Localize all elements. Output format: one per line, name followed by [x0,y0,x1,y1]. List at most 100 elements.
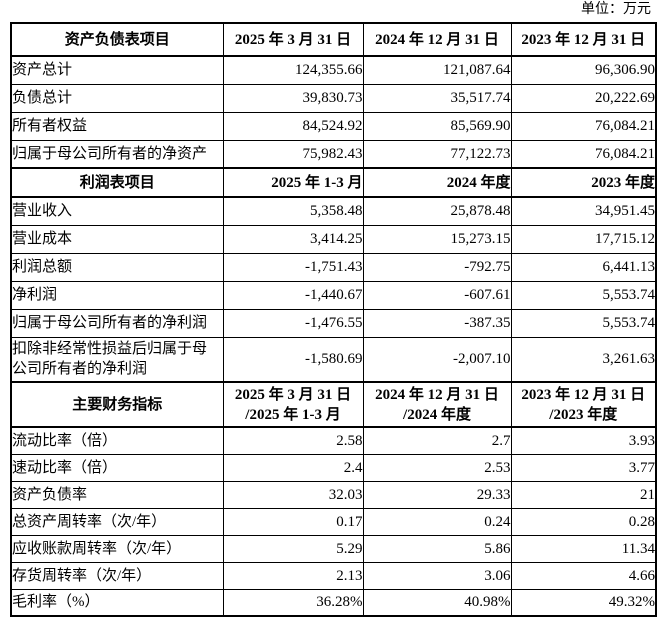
unit-label: 单位：万元 [581,2,651,17]
row-label-cell: 所有者权益 [10,111,224,141]
period-header-cell: 2023 年度 [510,167,657,198]
value-cell: 49.32% [510,588,657,617]
period-header-cell: 2025 年 1-3 月 [222,167,364,198]
value-cell: 76,084.21 [510,111,657,141]
value-cell: 5.86 [362,534,512,563]
row-label-cell: 归属于母公司所有者的净资产 [10,139,224,169]
value-cell: -1,476.55 [222,308,364,338]
value-cell: -387.35 [362,308,512,338]
row-label-cell: 资产总计 [10,55,224,85]
value-cell: 15,273.15 [362,224,512,254]
table-body: 资产负债表项目 2025 年 3 月 31 日 2024 年 12 月 31 日 20… [10,22,657,617]
value-cell: 84,524.92 [222,111,364,141]
value-cell: 29.33 [362,480,512,509]
table-row: 营业成本 3,414.25 15,273.15 17,715.12 [10,224,657,254]
period-header-cell: 2025 年 3 月 31 日 [222,22,364,57]
row-label-cell: 净利润 [10,280,224,310]
value-cell: 2.53 [362,453,512,482]
row-label-cell: 毛利率（%） [10,588,224,617]
value-cell: 5,358.48 [222,196,364,226]
row-label-cell: 负债总计 [10,83,224,113]
table-row: 速动比率（倍） 2.4 2.53 3.77 [10,453,657,482]
row-label-cell: 营业成本 [10,224,224,254]
table-row: 净利润 -1,440.67 -607.61 5,553.74 [10,280,657,310]
value-cell: 85,569.90 [362,111,512,141]
value-cell: -1,751.43 [222,252,364,282]
value-cell: 11.34 [510,534,657,563]
table-row: 资产总计 124,355.66 121,087.64 96,306.90 [10,55,657,85]
value-cell: 35,517.74 [362,83,512,113]
period-header-cell: 2024 年 12 月 31 日 [362,22,512,57]
table-row: 营业收入 5,358.48 25,878.48 34,951.45 [10,196,657,226]
value-cell: 0.24 [362,507,512,536]
value-cell: 75,982.43 [222,139,364,169]
value-cell: 21 [510,480,657,509]
section-title-cell: 资产负债表项目 [10,22,224,57]
row-label-cell: 利润总额 [10,252,224,282]
value-cell: 3.06 [362,561,512,590]
period-header-cell: 2025 年 3 月 31 日 /2025 年 1-3 月 [222,381,364,428]
value-cell: 25,878.48 [362,196,512,226]
row-label-cell: 流动比率（倍） [10,426,224,455]
value-cell: 0.28 [510,507,657,536]
section-header-row: 利润表项目 2025 年 1-3 月 2024 年度 2023 年度 [10,167,657,198]
row-label-cell: 扣除非经常性损益后归属于母 公司所有者的净利润 [10,336,224,383]
value-cell: 34,951.45 [510,196,657,226]
table-row: 应收账款周转率（次/年） 5.29 5.86 11.34 [10,534,657,563]
value-cell: 36.28% [222,588,364,617]
value-cell: 5.29 [222,534,364,563]
table-row: 扣除非经常性损益后归属于母 公司所有者的净利润 -1,580.69 -2,007.1… [10,336,657,383]
value-cell: 6,441.13 [510,252,657,282]
table-row: 利润总额 -1,751.43 -792.75 6,441.13 [10,252,657,282]
table-row: 存货周转率（次/年） 2.13 3.06 4.66 [10,561,657,590]
value-cell: 5,553.74 [510,308,657,338]
section-title-cell: 主要财务指标 [10,381,224,428]
section-title-cell: 利润表项目 [10,167,224,198]
value-cell: 2.58 [222,426,364,455]
table-row: 归属于母公司所有者的净资产 75,982.43 77,122.73 76,084.21 [10,139,657,169]
value-cell: 3.93 [510,426,657,455]
period-header-cell: 2023 年 12 月 31 日 /2023 年度 [510,381,657,428]
period-header-cell: 2023 年 12 月 31 日 [510,22,657,57]
value-cell: 20,222.69 [510,83,657,113]
table-row: 归属于母公司所有者的净利润 -1,476.55 -387.35 5,553.74 [10,308,657,338]
value-cell: 40.98% [362,588,512,617]
value-cell: 77,122.73 [362,139,512,169]
value-cell: 39,830.73 [222,83,364,113]
section-header-row: 资产负债表项目 2025 年 3 月 31 日 2024 年 12 月 31 日 20… [10,22,657,57]
value-cell: 3,414.25 [222,224,364,254]
value-cell: 3.77 [510,453,657,482]
period-header-cell: 2024 年度 [362,167,512,198]
financial-summary-table: 资产负债表项目 2025 年 3 月 31 日 2024 年 12 月 31 日 20… [10,22,657,617]
value-cell: 2.13 [222,561,364,590]
value-cell: 121,087.64 [362,55,512,85]
row-label-cell: 营业收入 [10,196,224,226]
value-cell: 0.17 [222,507,364,536]
row-label-cell: 归属于母公司所有者的净利润 [10,308,224,338]
value-cell: 124,355.66 [222,55,364,85]
table-row: 总资产周转率（次/年） 0.17 0.24 0.28 [10,507,657,536]
value-cell: 96,306.90 [510,55,657,85]
row-label-cell: 存货周转率（次/年） [10,561,224,590]
value-cell: -792.75 [362,252,512,282]
value-cell: 32.03 [222,480,364,509]
value-cell: 76,084.21 [510,139,657,169]
table-row: 负债总计 39,830.73 35,517.74 20,222.69 [10,83,657,113]
value-cell: -607.61 [362,280,512,310]
value-cell: 3,261.63 [510,336,657,383]
value-cell: 4.66 [510,561,657,590]
period-header-cell: 2024 年 12 月 31 日 /2024 年度 [362,381,512,428]
value-cell: 2.7 [362,426,512,455]
table-row: 毛利率（%） 36.28% 40.98% 49.32% [10,588,657,617]
value-cell: -1,580.69 [222,336,364,383]
row-label-cell: 总资产周转率（次/年） [10,507,224,536]
value-cell: 2.4 [222,453,364,482]
table-row: 所有者权益 84,524.92 85,569.90 76,084.21 [10,111,657,141]
value-cell: 5,553.74 [510,280,657,310]
row-label-cell: 应收账款周转率（次/年） [10,534,224,563]
value-cell: -2,007.10 [362,336,512,383]
value-cell: 17,715.12 [510,224,657,254]
table-row: 流动比率（倍） 2.58 2.7 3.93 [10,426,657,455]
row-label-cell: 速动比率（倍） [10,453,224,482]
